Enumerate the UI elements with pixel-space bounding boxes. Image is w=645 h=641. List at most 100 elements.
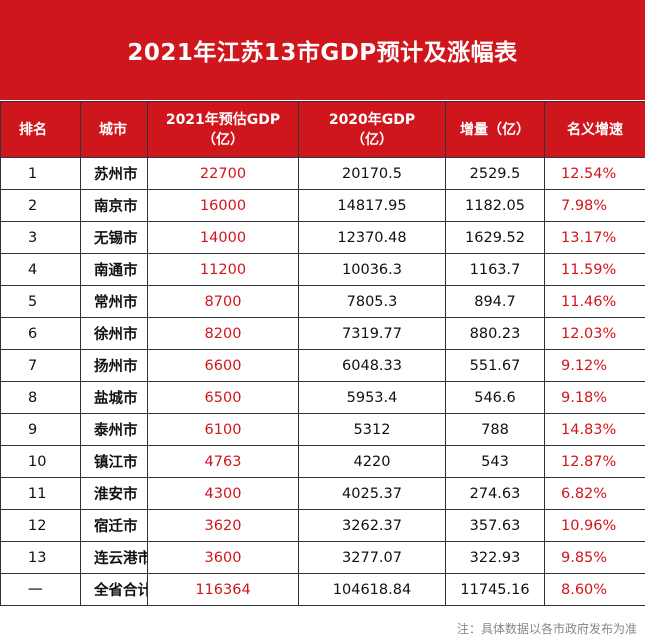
cell-increase: 274.63 (445, 477, 545, 510)
cell-city: 镇江市 (80, 445, 148, 478)
cell-gdp-2021: 3620 (147, 509, 299, 542)
cell-rank: 5 (0, 285, 81, 318)
cell-gdp-2021: 8200 (147, 317, 299, 350)
cell-rank: 6 (0, 317, 81, 350)
cell-gdp-2021: 4763 (147, 445, 299, 478)
cell-rank: 10 (0, 445, 81, 478)
cell-gdp-2021: 16000 (147, 189, 299, 222)
table-row: 2 南京市 16000 14817.95 1182.05 7.98% (0, 189, 645, 222)
cell-rank: 8 (0, 381, 81, 414)
cell-increase: 357.63 (445, 509, 545, 542)
cell-gdp-2021: 6100 (147, 413, 299, 446)
header-gdp-2020-unit: （亿） (351, 131, 393, 148)
title-banner: 2021年江苏13市GDP预计及涨幅表 (0, 0, 645, 100)
cell-city: 无锡市 (80, 221, 148, 254)
header-growth-rate: 名义增速 (544, 101, 645, 158)
cell-gdp-2021: 4300 (147, 477, 299, 510)
cell-rank: 9 (0, 413, 81, 446)
cell-increase: 551.67 (445, 349, 545, 382)
cell-city: 淮安市 (80, 477, 148, 510)
table-row: 10 镇江市 4763 4220 543 12.87% (0, 445, 645, 478)
cell-city: 南京市 (80, 189, 148, 222)
cell-growth-rate: 12.54% (544, 157, 645, 190)
cell-increase: 11745.16 (445, 573, 545, 606)
cell-growth-rate: 12.03% (544, 317, 645, 350)
header-city: 城市 (80, 101, 148, 158)
header-gdp-2021-unit: （亿） (202, 131, 244, 148)
table-row: 7 扬州市 6600 6048.33 551.67 9.12% (0, 349, 645, 382)
cell-growth-rate: 6.82% (544, 477, 645, 510)
cell-growth-rate: 9.85% (544, 541, 645, 574)
header-gdp-2021-label: 2021年预估GDP (165, 111, 281, 128)
footnote: 注：具体数据以各市政府发布为准 (456, 622, 637, 636)
cell-city: 徐州市 (80, 317, 148, 350)
cell-city: 苏州市 (80, 157, 148, 190)
table-row: 4 南通市 11200 10036.3 1163.7 11.59% (0, 253, 645, 286)
table-row: 13 连云港市 3600 3277.07 322.93 9.85% (0, 541, 645, 574)
table-row: 9 泰州市 6100 5312 788 14.83% (0, 413, 645, 446)
cell-gdp-2021: 6600 (147, 349, 299, 382)
table-row: 8 盐城市 6500 5953.4 546.6 9.18% (0, 381, 645, 414)
cell-city: 泰州市 (80, 413, 148, 446)
cell-rank: 3 (0, 221, 81, 254)
cell-increase: 546.6 (445, 381, 545, 414)
cell-increase: 880.23 (445, 317, 545, 350)
cell-increase: 322.93 (445, 541, 545, 574)
cell-gdp-2021: 8700 (147, 285, 299, 318)
cell-growth-rate: 9.18% (544, 381, 645, 414)
cell-rank: 12 (0, 509, 81, 542)
cell-increase: 543 (445, 445, 545, 478)
table-row: 1 苏州市 22700 20170.5 2529.5 12.54% (0, 157, 645, 190)
table-row: 11 淮安市 4300 4025.37 274.63 6.82% (0, 477, 645, 510)
cell-city: 常州市 (80, 285, 148, 318)
cell-gdp-2020: 104618.84 (298, 573, 446, 606)
cell-rank: 一 (0, 573, 81, 606)
cell-gdp-2020: 12370.48 (298, 221, 446, 254)
cell-growth-rate: 12.87% (544, 445, 645, 478)
cell-gdp-2021: 6500 (147, 381, 299, 414)
header-gdp-2020-label: 2020年GDP (328, 111, 416, 128)
header-gdp-2020: 2020年GDP （亿） (298, 101, 446, 158)
cell-growth-rate: 8.60% (544, 573, 645, 606)
cell-increase: 2529.5 (445, 157, 545, 190)
cell-increase: 1629.52 (445, 221, 545, 254)
table-header-row: 排名 城市 2021年预估GDP （亿） 2020年GDP （亿） 增量（亿） … (0, 101, 645, 158)
cell-growth-rate: 13.17% (544, 221, 645, 254)
cell-rank: 4 (0, 253, 81, 286)
header-gdp-2021: 2021年预估GDP （亿） (147, 101, 299, 158)
cell-rank: 11 (0, 477, 81, 510)
cell-increase: 788 (445, 413, 545, 446)
cell-increase: 894.7 (445, 285, 545, 318)
cell-gdp-2020: 7319.77 (298, 317, 446, 350)
cell-city: 盐城市 (80, 381, 148, 414)
cell-growth-rate: 11.46% (544, 285, 645, 318)
cell-gdp-2021: 22700 (147, 157, 299, 190)
cell-gdp-2020: 10036.3 (298, 253, 446, 286)
cell-city: 连云港市 (80, 541, 148, 574)
cell-growth-rate: 11.59% (544, 253, 645, 286)
table-row: 5 常州市 8700 7805.3 894.7 11.46% (0, 285, 645, 318)
cell-increase: 1182.05 (445, 189, 545, 222)
cell-increase: 1163.7 (445, 253, 545, 286)
header-rank: 排名 (0, 101, 81, 158)
cell-gdp-2020: 14817.95 (298, 189, 446, 222)
cell-city: 宿迁市 (80, 509, 148, 542)
cell-city: 扬州市 (80, 349, 148, 382)
cell-gdp-2020: 5312 (298, 413, 446, 446)
cell-gdp-2021: 14000 (147, 221, 299, 254)
cell-gdp-2021: 3600 (147, 541, 299, 574)
cell-gdp-2020: 3277.07 (298, 541, 446, 574)
table-row: 6 徐州市 8200 7319.77 880.23 12.03% (0, 317, 645, 350)
cell-growth-rate: 10.96% (544, 509, 645, 542)
cell-rank: 7 (0, 349, 81, 382)
table-row: 12 宿迁市 3620 3262.37 357.63 10.96% (0, 509, 645, 542)
table-row: 3 无锡市 14000 12370.48 1629.52 13.17% (0, 221, 645, 254)
cell-gdp-2021: 11200 (147, 253, 299, 286)
cell-growth-rate: 9.12% (544, 349, 645, 382)
cell-gdp-2020: 7805.3 (298, 285, 446, 318)
page-title: 2021年江苏13市GDP预计及涨幅表 (127, 40, 518, 66)
cell-rank: 13 (0, 541, 81, 574)
cell-gdp-2021: 116364 (147, 573, 299, 606)
cell-gdp-2020: 3262.37 (298, 509, 446, 542)
cell-gdp-2020: 5953.4 (298, 381, 446, 414)
